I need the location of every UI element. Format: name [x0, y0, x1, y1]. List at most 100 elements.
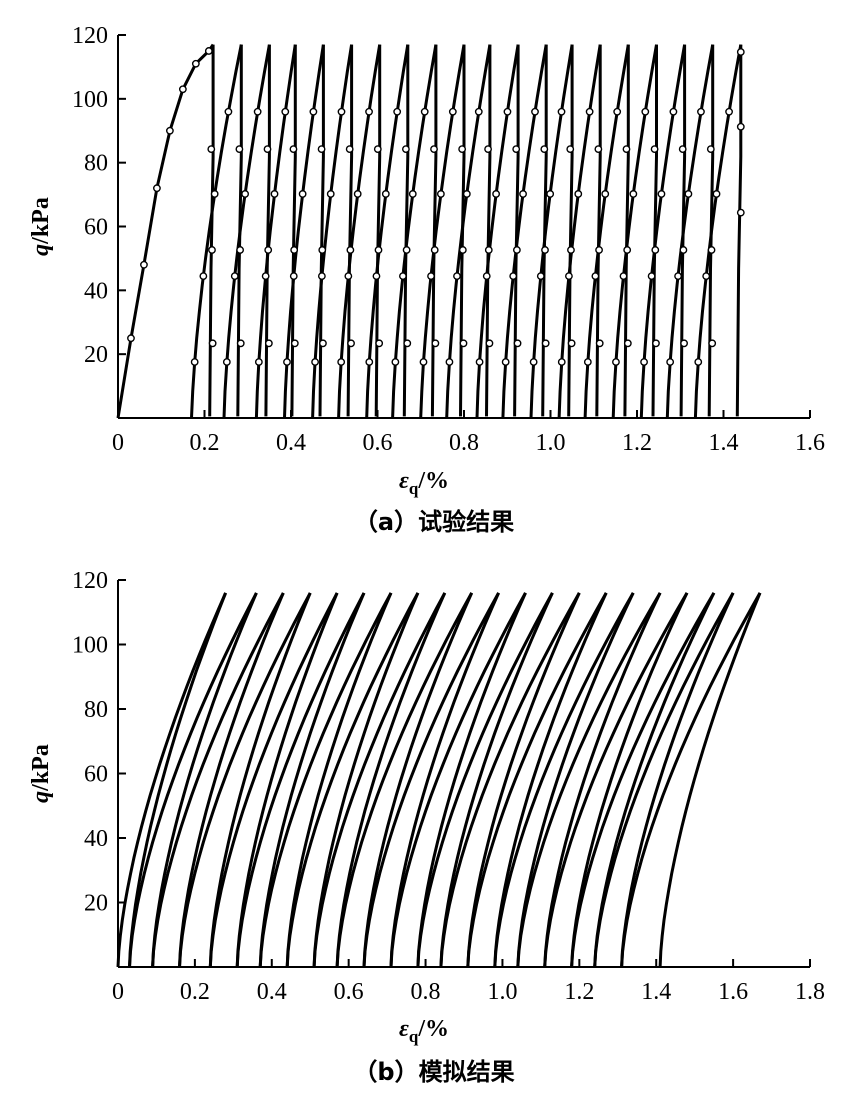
chart-b-x-tick-label: 1.2	[564, 979, 594, 1005]
chart-a-reloading-curve	[611, 44, 658, 419]
chart-a-unloading-curve	[290, 44, 297, 417]
chart-a-data-point	[391, 358, 400, 366]
chart-a-data-point	[453, 272, 461, 280]
chart-b-unloading-curve	[570, 592, 689, 968]
chart-a-data-point	[583, 358, 592, 366]
chart-a-data-point	[236, 339, 245, 348]
chart-b-loading-curve	[362, 592, 500, 968]
chart-a-data-point	[591, 272, 600, 280]
chart-b-loading-curve	[208, 592, 339, 968]
chart-a-data-point	[725, 107, 733, 116]
chart-a-data-point	[647, 272, 656, 280]
chart-a-data-point	[736, 122, 745, 131]
chart-b-unloading-curve	[439, 592, 554, 968]
chart-a-data-point	[431, 339, 440, 348]
chart-b-x-tick-label: 0.6	[334, 979, 364, 1005]
chart-a-data-point	[501, 358, 510, 366]
chart-b-y-tick-label: 120	[72, 568, 108, 594]
chart-b-y-tick-label: 40	[84, 826, 108, 852]
chart-a-data-point	[140, 260, 148, 269]
chart-a-data-point	[430, 246, 439, 254]
chart-a-data-point	[153, 184, 161, 193]
chart-a-data-point	[241, 190, 249, 198]
chart-a-x-tick-label: 1.2	[622, 430, 652, 456]
chart-a-x-tick-label: 1.0	[536, 430, 566, 456]
chart-a-data-point	[430, 145, 438, 154]
chart-b-unloading-curve	[285, 592, 393, 968]
chart-a-data-point	[679, 246, 688, 254]
chart-a-data-point	[484, 246, 493, 254]
chart-a-data-point	[318, 246, 327, 254]
chart-a-reloading-curve	[222, 44, 271, 419]
chart-a-data-point	[623, 339, 632, 348]
chart-a-data-point	[540, 145, 549, 154]
chart-a-data-point	[474, 107, 483, 116]
chart-a-data-point	[436, 190, 445, 198]
chart-a-y-tick-label: 120	[72, 23, 108, 49]
chart-a-data-point	[459, 339, 468, 348]
chart-a-data-point	[204, 47, 213, 55]
chart-a-unloading-curve	[346, 44, 354, 417]
chart-a-reloading-curve	[254, 44, 297, 419]
chart-a-data-point	[236, 246, 244, 254]
chart-a-caption: （a）试验结果	[354, 508, 514, 536]
chart-a-data-point	[641, 107, 650, 116]
chart-a-reloading-curve	[445, 44, 492, 419]
chart-a-data-point	[393, 107, 402, 116]
chart-a-data-point	[557, 358, 566, 366]
chart-a-data-point	[207, 145, 216, 154]
chart-b-y-tick-label: 60	[84, 762, 108, 788]
chart-b-unloading-curve	[335, 592, 447, 968]
chart-b-unloading-curve	[416, 592, 527, 968]
chart-a-reloading-curve	[190, 44, 243, 419]
chart-a-data-point	[513, 339, 522, 348]
chart-a-data-point	[541, 246, 549, 254]
chart-b-loading-curve	[335, 592, 474, 968]
chart-a-reloading-curve	[529, 44, 574, 419]
chart-a-unloading-curve	[485, 44, 492, 417]
chart-a-data-point	[601, 190, 610, 198]
chart-a-data-point	[337, 358, 346, 366]
chart-a-data-point	[541, 339, 550, 348]
chart-b-loading-curve	[285, 592, 420, 968]
chart-a-reloading-curve	[639, 44, 687, 419]
chart-a-data-point	[650, 145, 659, 154]
chart-a-data-point	[374, 246, 383, 254]
chart-b-caption: （b）模拟结果	[353, 1058, 514, 1086]
chart-a-data-point	[485, 339, 494, 348]
chart-a-x-tick-label: 0	[112, 430, 124, 456]
chart-b-loading-curve	[416, 592, 554, 968]
chart-a-unloading-curve	[318, 44, 325, 417]
chart-a-reloading-curve	[475, 44, 520, 419]
chart-a-reloading-curve	[693, 44, 743, 419]
chart-a-data-point	[612, 358, 620, 366]
chart-b-unloading-curve	[543, 592, 662, 968]
chart-a-data-point	[222, 358, 231, 366]
chart-a-data-point	[264, 339, 273, 348]
chart-b-unloading-curve	[593, 592, 716, 968]
chart-a-x-tick-label: 0.6	[363, 430, 393, 456]
chart-b-unloading-curve	[178, 592, 285, 968]
chart-b-loading-curve	[312, 592, 447, 968]
chart-a-data-point	[619, 272, 628, 280]
chart-a-data-point	[344, 272, 353, 280]
chart-b-y-tick-label: 80	[84, 697, 108, 723]
chart-a-data-point	[652, 339, 660, 348]
chart-a-unloading-curve	[374, 44, 382, 417]
chart-a-data-point	[402, 246, 411, 254]
chart-a-data-point	[640, 358, 648, 366]
chart-a-data-point	[317, 272, 326, 280]
chart-a-data-point	[657, 190, 666, 198]
chart-b-simulation-results: 0 0.2 0.4 0.6 0.8 1.0 1.2 1.4 1.6 1.8 20 40 60 80 100 1…	[28, 568, 825, 1086]
chart-a-data-point	[420, 107, 429, 116]
chart-b-loading-curve	[128, 592, 258, 968]
chart-a-data-point	[283, 358, 291, 366]
chart-a-data-point	[289, 272, 298, 280]
chart-a-data-point	[512, 145, 521, 154]
chart-a-reloading-curve	[391, 44, 438, 419]
chart-b-x-tick-label: 1.4	[641, 979, 671, 1005]
chart-a-data-point	[651, 246, 660, 254]
chart-a-reloading-curve	[337, 44, 382, 419]
chart-b-loading-curve	[493, 592, 635, 968]
chart-a-reloading-curve	[557, 44, 602, 419]
